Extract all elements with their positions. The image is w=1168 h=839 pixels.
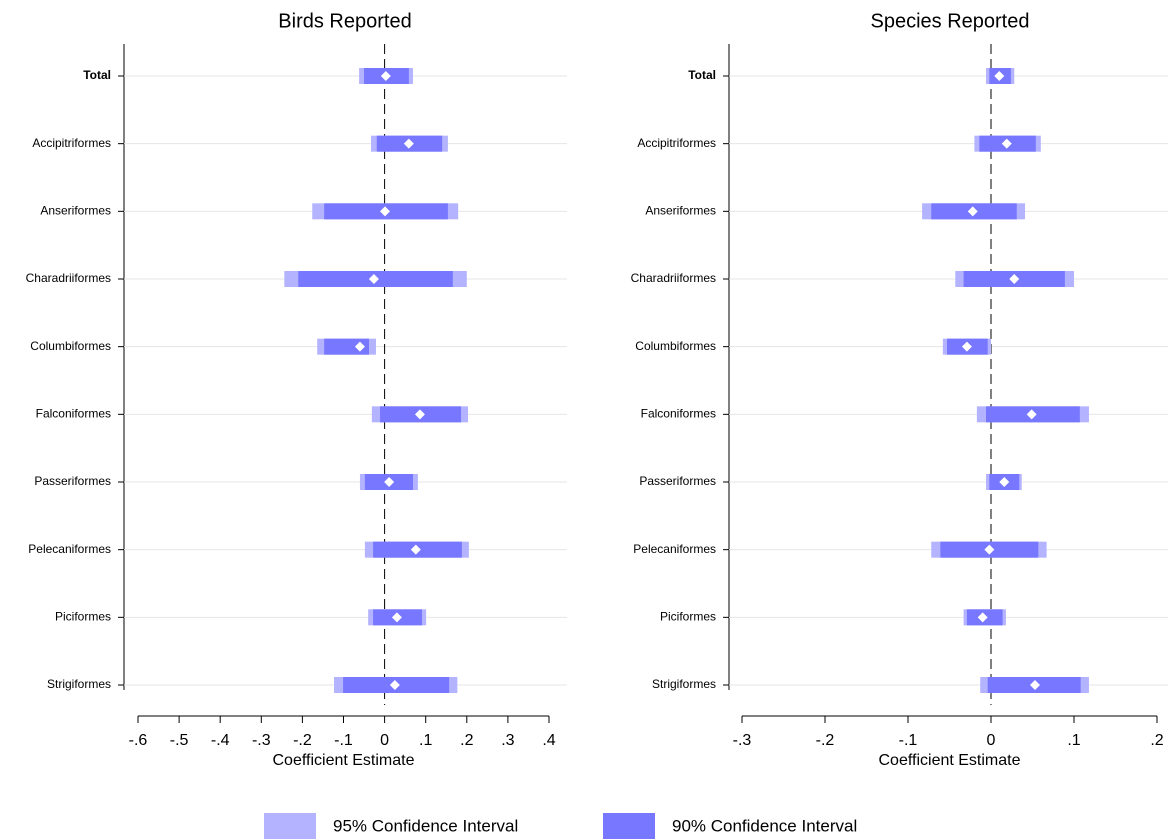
point-estimate bbox=[1029, 680, 1040, 690]
y-tick-label: Columbiformes bbox=[635, 339, 716, 353]
point-estimate bbox=[414, 409, 425, 420]
y-tick-label: Piciformes bbox=[660, 610, 716, 624]
point-estimate bbox=[977, 612, 988, 623]
y-tick-label: Anseriformes bbox=[645, 204, 716, 218]
point-estimate bbox=[354, 341, 365, 352]
y-tick-label: Charadriiformes bbox=[631, 271, 716, 285]
x-tick-label: .1 bbox=[1067, 732, 1080, 749]
y-tick-label: Total bbox=[688, 68, 716, 82]
x-tick-label: .2 bbox=[1150, 732, 1163, 749]
y-tick-label: Strigiformes bbox=[47, 677, 111, 691]
x-tick-label: -.2 bbox=[816, 732, 835, 749]
x-tick-label: -.4 bbox=[211, 732, 230, 749]
y-tick-label: Pelecaniformes bbox=[28, 542, 111, 556]
y-tick-label: Passeriformes bbox=[34, 474, 111, 488]
point-estimate bbox=[994, 71, 1005, 81]
point-estimate bbox=[380, 71, 391, 81]
y-tick-label: Anseriformes bbox=[40, 204, 111, 218]
chart-title: Birds Reported bbox=[278, 10, 411, 32]
x-tick-label: .1 bbox=[419, 732, 432, 749]
legend-swatch bbox=[264, 813, 316, 839]
point-estimate bbox=[391, 612, 402, 623]
y-tick-label: Accipitriformes bbox=[637, 136, 716, 150]
x-tick-label: -.1 bbox=[899, 732, 918, 749]
point-estimate bbox=[384, 477, 395, 487]
y-tick-label: Columbiformes bbox=[30, 339, 111, 353]
y-tick-label: Charadriiformes bbox=[26, 271, 111, 285]
point-estimate bbox=[389, 680, 400, 690]
y-tick-label: Piciformes bbox=[55, 610, 111, 624]
x-tick-label: 0 bbox=[987, 732, 996, 749]
x-tick-label: .4 bbox=[542, 732, 555, 749]
y-tick-label: Passeriformes bbox=[639, 474, 716, 488]
x-tick-label: -.2 bbox=[293, 732, 312, 749]
x-tick-label: .3 bbox=[501, 732, 514, 749]
y-tick-label: Falconiformes bbox=[36, 407, 111, 421]
x-tick-label: -.1 bbox=[334, 732, 353, 749]
x-tick-label: -.3 bbox=[252, 732, 271, 749]
x-tick-label: 0 bbox=[380, 732, 389, 749]
x-axis-label: Coefficient Estimate bbox=[273, 752, 415, 769]
point-estimate bbox=[984, 544, 995, 555]
y-tick-label: Falconiformes bbox=[641, 407, 716, 421]
point-estimate bbox=[1026, 409, 1037, 420]
legend-swatch bbox=[603, 813, 655, 839]
point-estimate bbox=[403, 138, 414, 149]
x-tick-label: .2 bbox=[460, 732, 473, 749]
x-tick-label: -.6 bbox=[129, 732, 148, 749]
chart-title: Species Reported bbox=[871, 10, 1030, 32]
y-tick-label: Total bbox=[83, 68, 111, 82]
y-tick-label: Pelecaniformes bbox=[633, 542, 716, 556]
point-estimate bbox=[1001, 138, 1012, 149]
ci90-bar bbox=[324, 338, 369, 355]
y-tick-label: Accipitriformes bbox=[32, 136, 111, 150]
point-estimate bbox=[1009, 274, 1020, 284]
point-estimate bbox=[368, 274, 379, 284]
legend-label: 90% Confidence Interval bbox=[672, 816, 857, 835]
x-tick-label: -.5 bbox=[170, 732, 189, 749]
point-estimate bbox=[967, 206, 978, 217]
y-tick-label: Strigiformes bbox=[652, 677, 716, 691]
legend-label: 95% Confidence Interval bbox=[333, 816, 518, 835]
x-axis-label: Coefficient Estimate bbox=[879, 752, 1021, 769]
point-estimate bbox=[999, 477, 1010, 487]
point-estimate bbox=[410, 544, 421, 555]
point-estimate bbox=[380, 206, 391, 217]
x-tick-label: -.3 bbox=[733, 732, 752, 749]
point-estimate bbox=[961, 341, 972, 352]
